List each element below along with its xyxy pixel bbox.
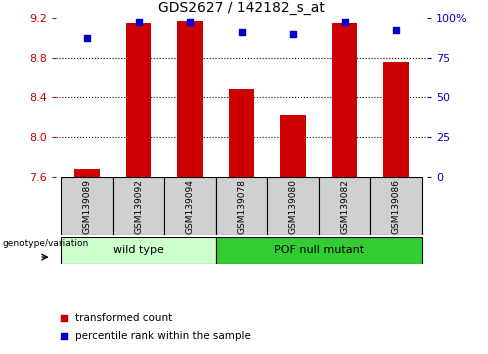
FancyBboxPatch shape: [319, 177, 370, 235]
Text: GSM139094: GSM139094: [185, 179, 195, 234]
Text: GSM139089: GSM139089: [82, 179, 92, 234]
Bar: [332, 23, 357, 177]
Text: genotype/variation: genotype/variation: [3, 239, 89, 248]
FancyBboxPatch shape: [61, 237, 216, 264]
Text: POF null mutant: POF null mutant: [274, 245, 364, 256]
Bar: [229, 89, 254, 177]
Point: [289, 31, 297, 36]
Bar: [383, 62, 409, 177]
FancyBboxPatch shape: [216, 177, 267, 235]
Text: GSM139080: GSM139080: [288, 179, 298, 234]
Text: wild type: wild type: [113, 245, 164, 256]
FancyBboxPatch shape: [267, 177, 319, 235]
FancyBboxPatch shape: [370, 177, 422, 235]
Point: [392, 28, 400, 33]
Point: [341, 19, 348, 25]
Point: [60, 333, 67, 338]
FancyBboxPatch shape: [216, 237, 422, 264]
Point: [135, 19, 142, 25]
Text: transformed count: transformed count: [75, 313, 172, 323]
FancyBboxPatch shape: [164, 177, 216, 235]
Bar: [177, 21, 203, 177]
Bar: [74, 169, 100, 177]
Point: [60, 315, 67, 321]
Point: [83, 35, 91, 41]
Text: GSM139082: GSM139082: [340, 179, 349, 234]
Text: GSM139092: GSM139092: [134, 179, 143, 234]
Point: [186, 19, 194, 25]
Bar: [280, 115, 306, 177]
Point: [238, 29, 245, 35]
FancyBboxPatch shape: [61, 177, 113, 235]
Bar: [126, 23, 151, 177]
Title: GDS2627 / 142182_s_at: GDS2627 / 142182_s_at: [158, 1, 325, 15]
Text: GSM139078: GSM139078: [237, 179, 246, 234]
FancyBboxPatch shape: [113, 177, 164, 235]
Text: percentile rank within the sample: percentile rank within the sample: [75, 331, 250, 341]
Text: GSM139086: GSM139086: [391, 179, 401, 234]
